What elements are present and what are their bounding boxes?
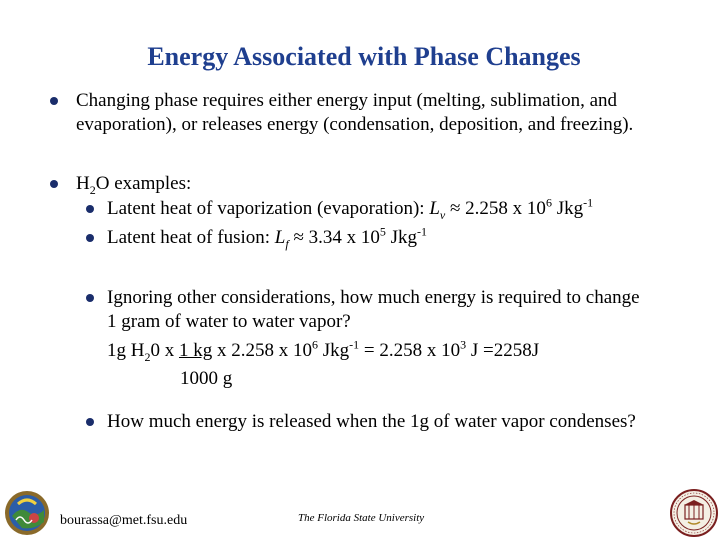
fraction-numerator: 1 kg bbox=[178, 340, 213, 361]
bullet-dot bbox=[50, 97, 58, 105]
slide-title: Energy Associated with Phase Changes bbox=[147, 42, 581, 71]
bullet-dot bbox=[86, 205, 94, 213]
bullet-dot bbox=[86, 418, 94, 426]
question1-calculation: 1g H20 x 1 kg x 2.258 x 106 Jkg-1 = 2.25… bbox=[107, 337, 540, 364]
vaporization-line: Latent heat of vaporization (evaporation… bbox=[107, 195, 594, 222]
footer-email: bourassa@met.fsu.edu bbox=[60, 513, 188, 528]
bullet-dot bbox=[50, 180, 58, 188]
fraction-denominator: 1000 g bbox=[180, 368, 233, 389]
bullet-dot bbox=[86, 294, 94, 302]
h2o-examples: H2O examples: bbox=[76, 173, 192, 197]
bullet1-line1: Changing phase requires either energy in… bbox=[76, 90, 618, 111]
fsu-seal-logo-icon bbox=[670, 489, 718, 537]
fusion-line: Latent heat of fusion: Lf ≈ 3.34 x 105 J… bbox=[107, 224, 428, 251]
question2-line: How much energy is released when the 1g … bbox=[107, 411, 636, 432]
met-department-logo-icon bbox=[5, 491, 49, 535]
bullet1-line2: evaporation), or releases energy (conden… bbox=[76, 114, 634, 135]
question1-line1: Ignoring other considerations, how much … bbox=[107, 287, 640, 308]
question1-line2: 1 gram of water to water vapor? bbox=[107, 311, 351, 332]
footer-university: The Florida State University bbox=[298, 512, 425, 524]
bullet-dot bbox=[86, 234, 94, 242]
